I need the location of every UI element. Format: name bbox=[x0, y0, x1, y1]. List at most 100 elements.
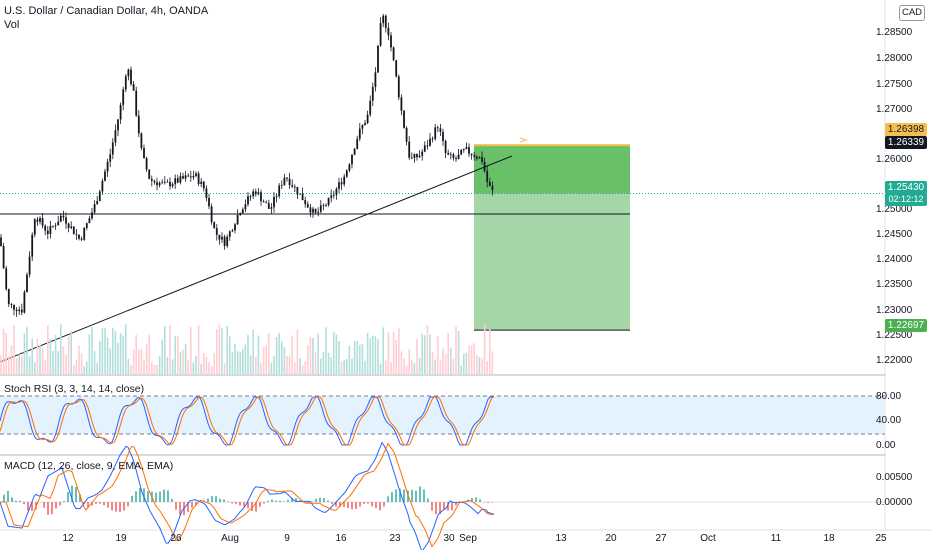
macd-hist-bar bbox=[7, 490, 9, 502]
candle-body bbox=[132, 84, 135, 91]
volume-bar bbox=[411, 359, 413, 374]
macd-hist-bar bbox=[355, 502, 357, 509]
candle-body bbox=[213, 222, 216, 229]
time-axis-label: 26 bbox=[170, 533, 182, 544]
macd-hist-bar bbox=[215, 496, 217, 502]
candle-body bbox=[241, 209, 244, 214]
macd-hist-bar bbox=[75, 486, 77, 502]
stoch-rsi-title[interactable]: Stoch RSI (3, 3, 14, 14, close) bbox=[4, 383, 145, 395]
volume-bar bbox=[161, 339, 163, 374]
volume-bar bbox=[392, 331, 395, 374]
candle-body bbox=[195, 173, 197, 176]
volume-bar bbox=[2, 329, 5, 374]
macd-title[interactable]: MACD (12, 26, close, 9, EMA, EMA) bbox=[4, 460, 174, 472]
macd-hist-bar bbox=[419, 486, 421, 502]
candle-body bbox=[254, 191, 257, 195]
macd-hist-bar bbox=[171, 498, 173, 502]
candle-body bbox=[392, 47, 395, 61]
candle-body bbox=[124, 76, 127, 90]
macd-hist-bar bbox=[423, 489, 425, 502]
price-axis-label: 1.22000 bbox=[876, 355, 913, 366]
candle-body bbox=[176, 178, 179, 183]
candle-body bbox=[387, 27, 390, 36]
macd-hist-bar bbox=[115, 502, 117, 512]
candle-body bbox=[83, 227, 86, 240]
candle-body bbox=[478, 157, 481, 159]
candle-body bbox=[210, 206, 213, 223]
candle-body bbox=[397, 76, 400, 98]
volume-bar bbox=[429, 334, 431, 374]
macd-hist-bar bbox=[287, 499, 289, 502]
macd-hist-bar bbox=[91, 502, 93, 506]
candle-body bbox=[335, 188, 338, 195]
volume-bar bbox=[80, 353, 83, 374]
time-axis-label: Sep bbox=[459, 533, 477, 544]
macd-hist-bar bbox=[51, 502, 53, 515]
candle-body bbox=[423, 145, 426, 152]
time-axis-label: 23 bbox=[389, 533, 401, 544]
candle-body bbox=[26, 274, 28, 293]
macd-hist-bar bbox=[451, 502, 453, 511]
price-axis-label: 1.27000 bbox=[876, 104, 913, 115]
countdown-tag: 02:12:12 bbox=[885, 193, 927, 206]
volume-bar bbox=[130, 365, 132, 374]
macd-hist-bar bbox=[335, 502, 337, 507]
candle-body bbox=[403, 110, 405, 128]
candle-body bbox=[283, 177, 286, 186]
candle-body bbox=[101, 180, 104, 192]
macd-hist-bar bbox=[227, 501, 229, 502]
last-price-tag: 1.25430 bbox=[885, 181, 927, 194]
volume-bar bbox=[49, 339, 52, 374]
candle-body bbox=[374, 72, 377, 87]
candle-body bbox=[465, 147, 468, 149]
volume-bar bbox=[8, 356, 10, 374]
candle-body bbox=[135, 90, 138, 116]
currency-button[interactable]: CAD bbox=[899, 5, 925, 21]
volume-bar bbox=[205, 356, 208, 374]
macd-hist-bar bbox=[375, 502, 377, 509]
volume-bar bbox=[455, 326, 457, 374]
volume-bar bbox=[83, 365, 85, 374]
volume-bar bbox=[395, 339, 397, 374]
volume-bar bbox=[390, 361, 392, 374]
candle-body bbox=[44, 225, 47, 231]
candle-body bbox=[343, 176, 346, 185]
macd-hist-bar bbox=[3, 494, 5, 502]
volume-bar bbox=[192, 362, 195, 374]
volume-bar bbox=[18, 354, 20, 374]
candle-body bbox=[15, 309, 18, 312]
candle-body bbox=[486, 171, 489, 182]
volume-bar bbox=[145, 344, 148, 374]
candle-body bbox=[481, 157, 483, 162]
macd-hist-bar bbox=[103, 502, 105, 506]
macd-hist-bar bbox=[435, 502, 437, 515]
volume-bar bbox=[171, 359, 174, 374]
volume-bar bbox=[465, 352, 468, 374]
macd-hist-bar bbox=[131, 495, 133, 502]
candle-body bbox=[218, 234, 221, 240]
macd-hist-bar bbox=[351, 502, 353, 510]
volume-bar bbox=[481, 358, 483, 374]
volume-bar bbox=[317, 333, 319, 374]
volume-bar bbox=[325, 327, 327, 374]
candle-body bbox=[377, 45, 379, 73]
volume-bar bbox=[119, 333, 122, 374]
time-axis-label: 9 bbox=[284, 533, 290, 544]
candle-body bbox=[296, 186, 299, 195]
candle-body bbox=[460, 150, 463, 155]
candle-body bbox=[249, 196, 252, 197]
time-axis-label: 12 bbox=[62, 533, 74, 544]
volume-bar bbox=[197, 324, 200, 374]
volume-bar bbox=[359, 344, 361, 374]
candle-body bbox=[169, 181, 171, 187]
macd-hist-bar bbox=[295, 498, 297, 502]
macd-hist-bar bbox=[43, 502, 45, 508]
candle-body bbox=[470, 153, 473, 156]
candle-body bbox=[405, 127, 408, 142]
candle-body bbox=[221, 236, 223, 240]
volume-bar bbox=[304, 360, 306, 374]
macd-hist-bar bbox=[195, 502, 197, 506]
volume-bar bbox=[273, 356, 275, 374]
volume-bar bbox=[236, 351, 239, 374]
